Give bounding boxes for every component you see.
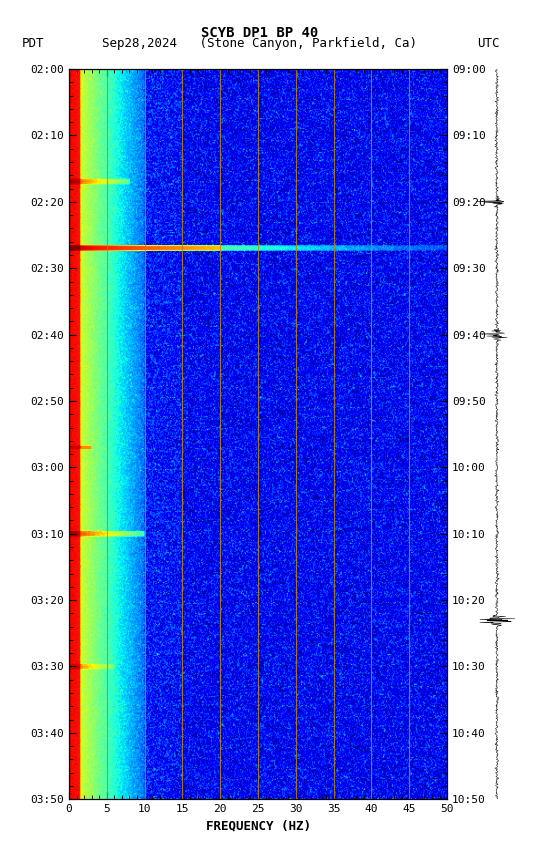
Text: SCYB DP1 BP 40: SCYB DP1 BP 40: [201, 26, 318, 40]
Text: PDT: PDT: [22, 37, 45, 50]
Text: Sep28,2024   (Stone Canyon, Parkfield, Ca): Sep28,2024 (Stone Canyon, Parkfield, Ca): [102, 37, 417, 50]
X-axis label: FREQUENCY (HZ): FREQUENCY (HZ): [205, 820, 311, 833]
Text: UTC: UTC: [477, 37, 500, 50]
